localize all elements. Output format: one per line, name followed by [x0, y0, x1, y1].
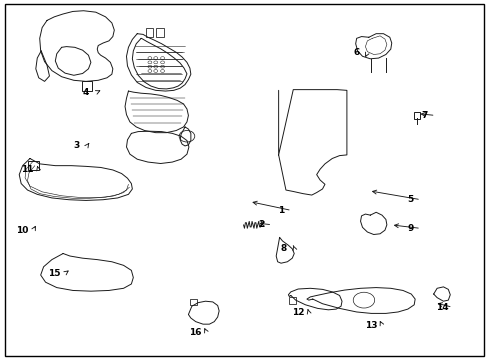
FancyBboxPatch shape: [145, 28, 153, 37]
Text: 6: 6: [353, 48, 359, 57]
Circle shape: [148, 61, 152, 64]
Text: 5: 5: [407, 195, 412, 204]
FancyBboxPatch shape: [289, 297, 296, 304]
Text: 10: 10: [17, 226, 29, 235]
Circle shape: [160, 65, 164, 68]
Text: 11: 11: [21, 165, 34, 174]
FancyBboxPatch shape: [28, 161, 39, 170]
Text: 1: 1: [277, 206, 284, 215]
Text: 7: 7: [421, 111, 427, 120]
Text: 2: 2: [258, 220, 264, 229]
Circle shape: [154, 61, 158, 64]
Text: 9: 9: [407, 224, 413, 233]
Circle shape: [148, 65, 152, 68]
Text: 8: 8: [280, 244, 286, 253]
Text: 16: 16: [189, 328, 202, 337]
Circle shape: [154, 57, 158, 59]
Circle shape: [154, 65, 158, 68]
Text: 14: 14: [435, 303, 447, 312]
Circle shape: [160, 69, 164, 72]
Circle shape: [160, 57, 164, 59]
Circle shape: [160, 61, 164, 64]
FancyBboxPatch shape: [156, 28, 163, 37]
FancyBboxPatch shape: [413, 112, 419, 119]
Circle shape: [154, 69, 158, 72]
Circle shape: [148, 57, 152, 59]
Text: 15: 15: [48, 269, 61, 278]
Circle shape: [148, 69, 152, 72]
FancyBboxPatch shape: [190, 299, 197, 305]
Text: 12: 12: [291, 308, 304, 317]
Circle shape: [352, 292, 374, 308]
FancyBboxPatch shape: [81, 81, 92, 91]
Circle shape: [179, 131, 194, 142]
Text: 13: 13: [364, 321, 377, 330]
Text: 4: 4: [82, 87, 89, 96]
Text: 3: 3: [73, 141, 79, 150]
